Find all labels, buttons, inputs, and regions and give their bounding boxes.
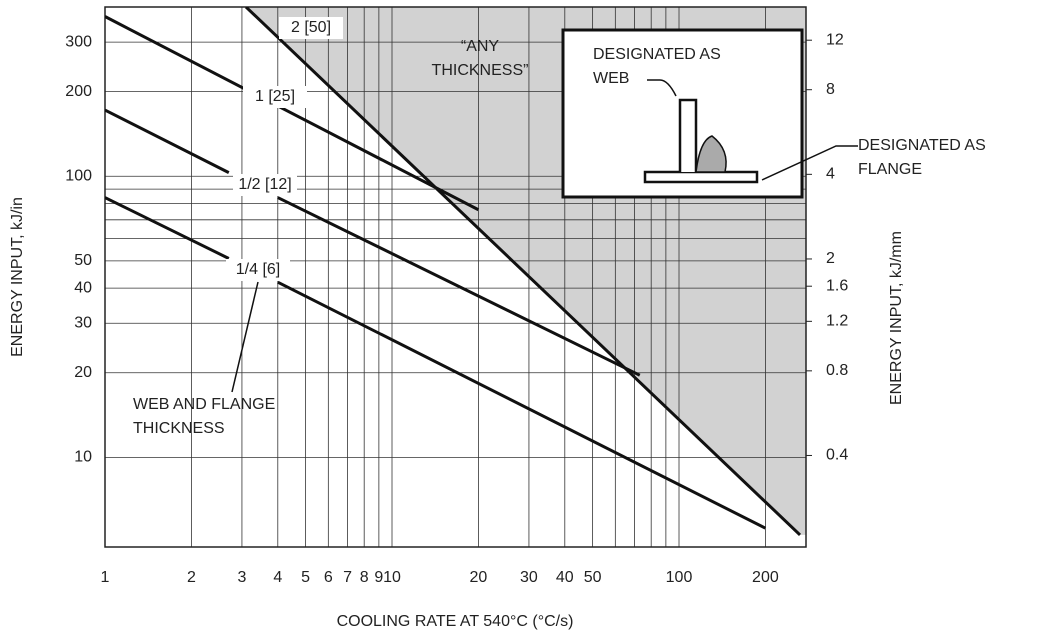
web-leader — [647, 79, 677, 97]
y2-tick-label: 12 — [826, 31, 844, 48]
x-tick-label: 40 — [556, 569, 574, 586]
y-tick-label: 40 — [74, 279, 92, 296]
x-tick-label: 8 — [360, 569, 369, 586]
x-tick-label: 10 — [383, 569, 401, 586]
y-tick-label: 10 — [74, 449, 92, 466]
inset-weld — [695, 135, 727, 173]
x-tick-label: 6 — [324, 569, 333, 586]
series-line — [105, 108, 641, 377]
y-tick-label: 20 — [74, 364, 92, 381]
x-tick-label: 100 — [666, 569, 693, 586]
y2-tick-label: 0.4 — [826, 447, 848, 464]
x-tick-label: 50 — [584, 569, 602, 586]
annotation: THICKNESS” — [432, 62, 529, 79]
y-tick-label: 200 — [65, 83, 92, 100]
y-tick-label: 50 — [74, 252, 92, 269]
y2-tick-label: 4 — [826, 166, 835, 183]
x-tick-label: 3 — [237, 569, 246, 586]
x-tick-label: 5 — [301, 569, 310, 586]
y-tick-label: 100 — [65, 167, 92, 184]
plot-frame — [104, 6, 807, 548]
x-tick-label: 4 — [273, 569, 282, 586]
series-line — [105, 196, 767, 530]
x-tick-label: 30 — [520, 569, 538, 586]
inset-flange — [643, 170, 759, 184]
x-tick-label: 200 — [752, 569, 779, 586]
x-axis-label: COOLING RATE AT 540°C (°C/s) — [337, 613, 574, 630]
series-label: 1 [25] — [255, 88, 295, 105]
y-axis-label: ENERGY INPUT, kJ/in — [9, 197, 26, 357]
y2-tick-label: 0.8 — [826, 362, 848, 379]
annotation: DESIGNATED AS — [593, 46, 721, 63]
y2-tick-label: 1.2 — [826, 313, 848, 330]
annotation: DESIGNATED AS — [858, 137, 986, 154]
x-tick-label: 9 — [374, 569, 383, 586]
x-tick-label: 1 — [101, 569, 110, 586]
y2-axis-label: ENERGY INPUT, kJ/mm — [888, 231, 905, 405]
series-line — [244, 7, 802, 536]
x-tick-label: 20 — [470, 569, 488, 586]
label-bg — [243, 86, 307, 108]
y2-tick-label: 1.6 — [826, 277, 848, 294]
annotation: FLANGE — [858, 161, 922, 178]
y2-tick-label: 2 — [826, 250, 835, 267]
inset-web — [678, 98, 698, 172]
series-label: 1/4 [6] — [236, 261, 280, 278]
annotation: “ANY — [461, 38, 500, 55]
x-tick-label: 7 — [343, 569, 352, 586]
y2-tick-label: 8 — [826, 81, 835, 98]
x-tick-label: 2 — [187, 569, 196, 586]
flange-leader — [761, 145, 858, 181]
y-tick-label: 30 — [74, 314, 92, 331]
series-label: 2 [50] — [291, 19, 331, 36]
label-bg — [226, 259, 290, 281]
annotation: WEB AND FLANGE — [133, 396, 275, 413]
thickness-leader — [231, 281, 259, 393]
series-label: 1/2 [12] — [238, 176, 291, 193]
label-bg — [233, 174, 297, 196]
y-tick-label: 300 — [65, 33, 92, 50]
annotation: THICKNESS — [133, 420, 225, 437]
label-bg — [279, 17, 343, 39]
series-line — [105, 15, 480, 212]
annotation: WEB — [593, 70, 629, 87]
